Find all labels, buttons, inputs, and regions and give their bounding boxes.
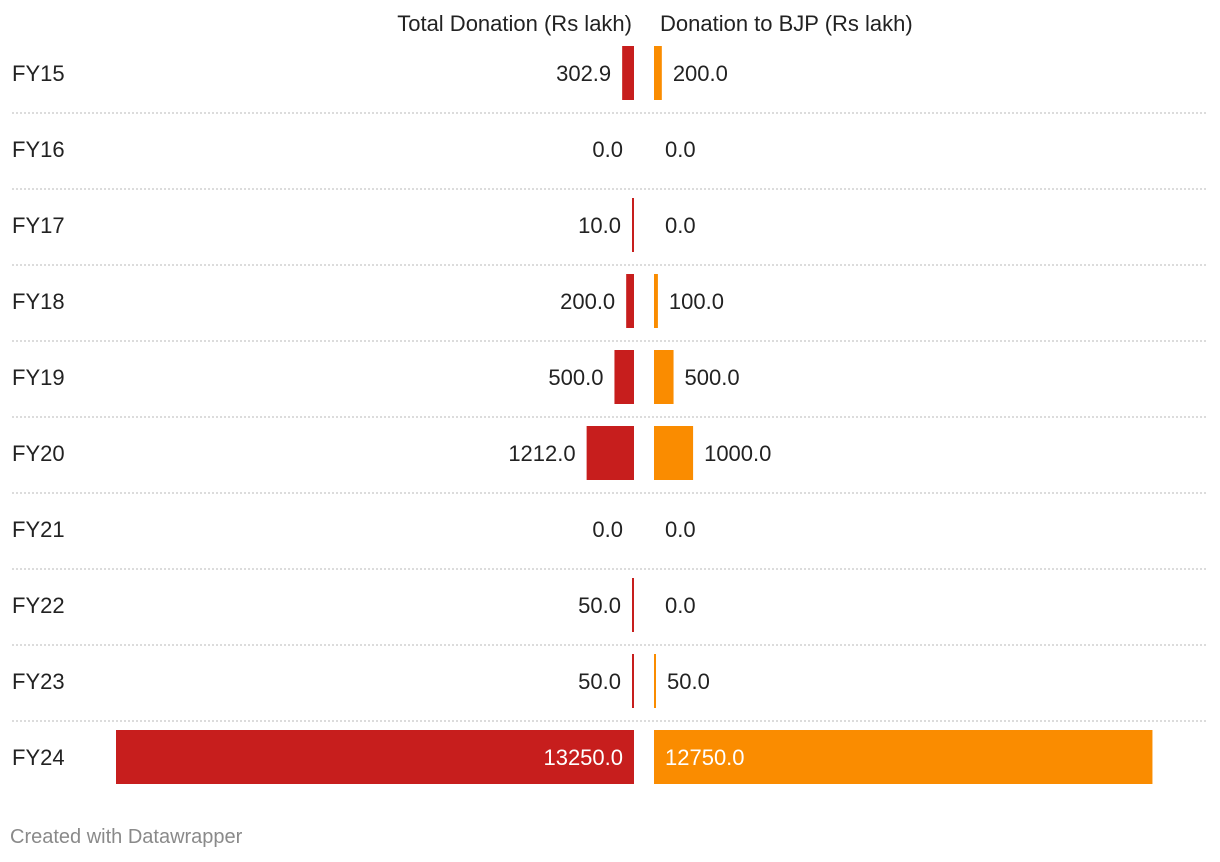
total-donation-bar	[586, 426, 634, 480]
header-total-donation: Total Donation (Rs lakh)	[397, 11, 632, 36]
total-donation-bar	[614, 350, 634, 404]
category-label: FY20	[12, 441, 65, 466]
category-label: FY18	[12, 289, 65, 314]
total-donation-bar	[632, 654, 634, 708]
bjp-donation-value-label: 1000.0	[704, 441, 771, 466]
category-label: FY21	[12, 517, 65, 542]
total-donation-value-label: 13250.0	[543, 745, 623, 770]
total-donation-value-label: 0.0	[592, 137, 623, 162]
bjp-donation-bar	[654, 730, 1153, 784]
total-donation-bar	[632, 198, 634, 252]
total-donation-value-label: 1212.0	[508, 441, 575, 466]
bjp-donation-value-label: 0.0	[665, 517, 696, 542]
total-donation-value-label: 50.0	[578, 669, 621, 694]
total-donation-value-label: 302.9	[556, 61, 611, 86]
chart-rows: FY15 302.9 200.0 FY16 0.0 0.0 FY17 10.0 0.0 FY18 2…	[12, 46, 1208, 784]
total-donation-bar	[622, 46, 634, 100]
category-label: FY24	[12, 745, 65, 770]
total-donation-value-label: 500.0	[548, 365, 603, 390]
total-donation-bar	[116, 730, 634, 784]
bjp-donation-value-label: 12750.0	[665, 745, 745, 770]
total-donation-bar	[626, 274, 634, 328]
bjp-donation-bar	[654, 654, 656, 708]
bjp-donation-bar	[654, 46, 662, 100]
header-donation-to-bjp: Donation to BJP (Rs lakh)	[660, 11, 913, 36]
bjp-donation-value-label: 50.0	[667, 669, 710, 694]
total-donation-value-label: 200.0	[560, 289, 615, 314]
bjp-donation-value-label: 0.0	[665, 137, 696, 162]
bjp-donation-bar	[654, 350, 674, 404]
bjp-donation-value-label: 0.0	[665, 213, 696, 238]
total-donation-bar	[632, 578, 634, 632]
bjp-donation-value-label: 100.0	[669, 289, 724, 314]
bjp-donation-bar	[654, 426, 694, 480]
category-label: FY16	[12, 137, 65, 162]
total-donation-value-label: 0.0	[592, 517, 623, 542]
bjp-donation-bar	[654, 274, 658, 328]
category-label: FY19	[12, 365, 65, 390]
category-label: FY22	[12, 593, 65, 618]
total-donation-value-label: 10.0	[578, 213, 621, 238]
bjp-donation-value-label: 200.0	[673, 61, 728, 86]
category-label: FY15	[12, 61, 65, 86]
bjp-donation-value-label: 0.0	[665, 593, 696, 618]
category-label: FY17	[12, 213, 65, 238]
category-label: FY23	[12, 669, 65, 694]
bjp-donation-value-label: 500.0	[685, 365, 740, 390]
total-donation-value-label: 50.0	[578, 593, 621, 618]
footer-credit: Created with Datawrapper	[10, 826, 243, 848]
